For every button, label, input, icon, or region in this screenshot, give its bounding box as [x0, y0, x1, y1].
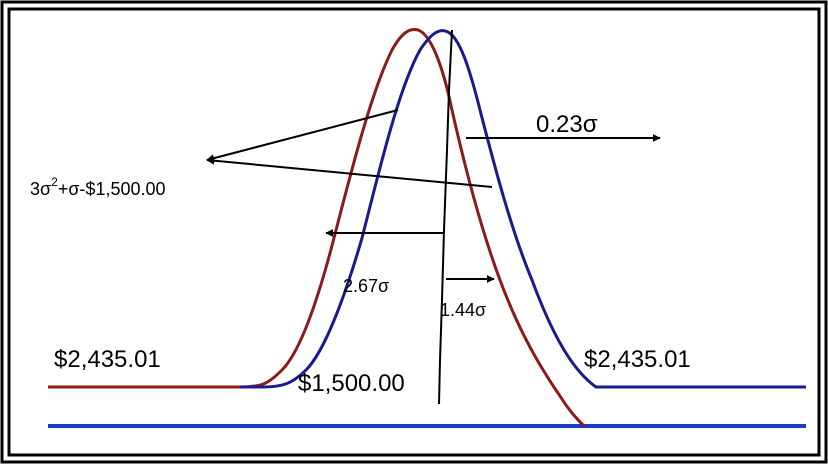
center-price-label: $1,500.00	[298, 370, 405, 397]
arrow-formula-from-red	[206, 109, 399, 163]
sigma-left-label: 2.67σ	[343, 276, 389, 296]
left-price-label: $2,435.01	[54, 346, 161, 373]
formula-label: 3σ2+σ-$1,500.00	[30, 175, 166, 199]
inner-frame	[7, 7, 821, 457]
arrow-formula-from-blue	[206, 156, 493, 188]
red-distribution-curve	[48, 28, 587, 429]
formula-prefix: 3σ	[30, 179, 51, 199]
sigma-small-label: 1.44σ	[440, 300, 486, 320]
right-price-label: $2,435.01	[584, 346, 691, 373]
sigma-right-label: 0.23σ	[536, 111, 598, 138]
formula-exponent: 2	[51, 175, 58, 189]
formula-suffix: +σ-$1,500.00	[58, 179, 166, 199]
center-vertical-line	[438, 29, 453, 405]
blue-distribution-curve	[240, 29, 806, 389]
